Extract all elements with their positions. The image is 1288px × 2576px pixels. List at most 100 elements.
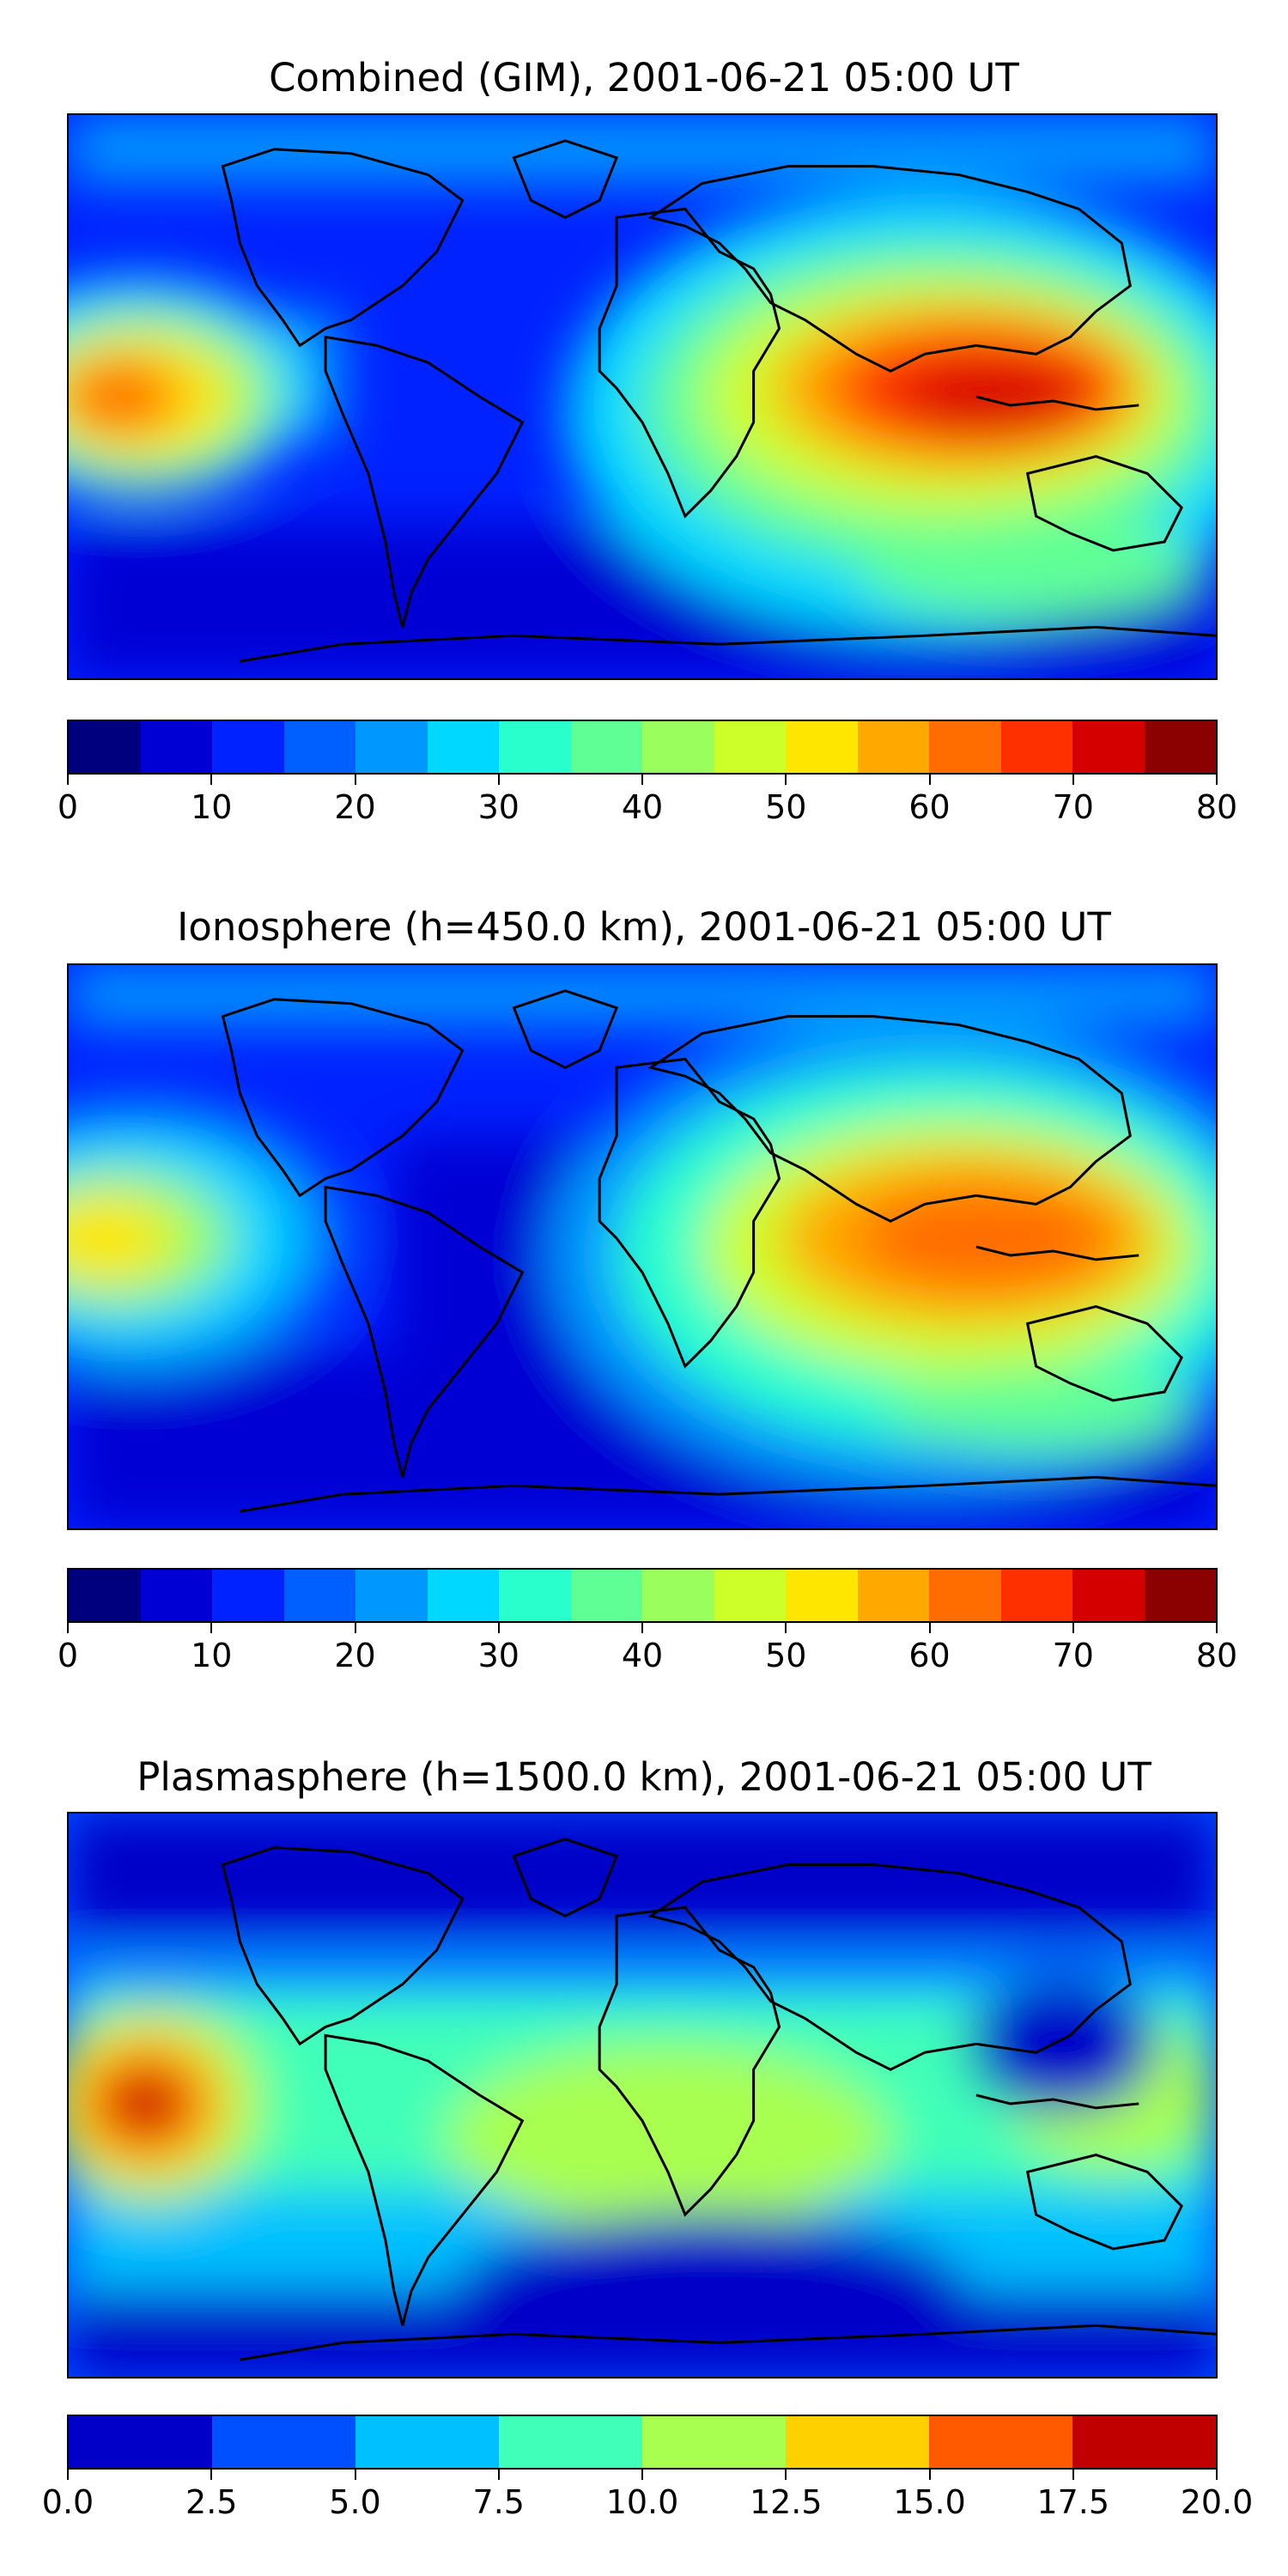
colorbar-segment — [642, 1570, 714, 1621]
colorbar-tick-label: 70 — [1052, 1637, 1094, 1674]
colorbar-tick-label: 12.5 — [749, 2483, 823, 2521]
colorbar-tick-label: 7.5 — [472, 2483, 525, 2521]
colorbar-segment — [69, 721, 141, 773]
colorbar-tick-label: 0 — [57, 788, 79, 826]
colorbar-tick-label: 50 — [765, 788, 807, 826]
colorbar-tick — [785, 2470, 787, 2480]
colorbar-segment — [570, 1570, 642, 1621]
colorbar-tick-label: 70 — [1052, 788, 1094, 826]
colorbar-segment — [355, 1570, 428, 1621]
colorbar-tick — [785, 775, 787, 785]
colorbar-segment — [212, 721, 284, 773]
colorbar-tick — [1072, 2470, 1074, 2480]
colorbar-tick-label: 40 — [621, 788, 664, 826]
colorbar-tick-label: 60 — [908, 1637, 951, 1674]
colorbar-segment — [786, 1570, 858, 1621]
colorbar-tick-label: 60 — [908, 788, 951, 826]
colorbar-tick — [497, 2470, 500, 2480]
colorbar-ionosphere — [67, 1568, 1218, 1623]
colorbar-segment — [69, 2416, 212, 2468]
colorbar-segment — [427, 721, 499, 773]
colorbar-segment — [140, 721, 212, 773]
colorbar-tick — [928, 1623, 931, 1633]
colorbar-tick — [928, 775, 931, 785]
colorbar-segment — [714, 721, 786, 773]
colorbar-segment — [786, 2416, 929, 2468]
colorbar-tick-label: 40 — [621, 1637, 664, 1674]
colorbar-tick-label: 10 — [191, 788, 233, 826]
colorbar-plasmasphere — [67, 2415, 1218, 2470]
colorbar-tick — [1216, 2470, 1218, 2480]
colorbar-tick-label: 30 — [477, 1637, 519, 1674]
colorbar-tick-label: 17.5 — [1036, 2483, 1110, 2521]
colorbar-segment — [857, 1570, 929, 1621]
coastlines — [221, 139, 1216, 663]
colorbar-tick — [354, 1623, 356, 1633]
colorbar-tick-label: 30 — [477, 788, 519, 826]
colorbar-segment — [355, 721, 428, 773]
colorbar-segment — [212, 2416, 355, 2468]
colorbar-segment — [283, 721, 355, 773]
colorbar-tick — [641, 775, 643, 785]
colorbar-tick — [1216, 775, 1218, 785]
colorbar-segment — [499, 2416, 642, 2468]
colorbar-tick-label: 20.0 — [1180, 2483, 1254, 2521]
colorbar-segment — [714, 1570, 786, 1621]
colorbar-segment — [570, 721, 642, 773]
colorbar-segment — [929, 721, 1001, 773]
colorbar-tick-label: 20 — [334, 1637, 376, 1674]
colorbar-tick — [210, 1623, 213, 1633]
map-ionosphere — [67, 963, 1218, 1530]
colorbar-segment — [857, 721, 929, 773]
colorbar-tick-label: 15.0 — [893, 2483, 966, 2521]
colorbar-segment — [69, 1570, 141, 1621]
colorbar-tick — [210, 775, 213, 785]
colorbar-tick — [497, 775, 500, 785]
colorbar-combined — [67, 720, 1218, 775]
colorbar-tick-label: 0 — [57, 1637, 79, 1674]
colorbar-tick-label: 80 — [1195, 788, 1238, 826]
colorbar-tick — [641, 2470, 643, 2480]
colorbar-tick — [210, 2470, 213, 2480]
colorbar-tick-label: 2.5 — [185, 2483, 238, 2521]
colorbar-segment — [1072, 2416, 1216, 2468]
colorbar-segment — [1000, 1570, 1072, 1621]
colorbar-tick — [785, 1623, 787, 1633]
colorbar-segment — [1072, 721, 1145, 773]
coastlines — [221, 1838, 1216, 2361]
colorbar-segment — [212, 1570, 284, 1621]
panel-title-ionosphere: Ionosphere (h=450.0 km), 2001-06-21 05:0… — [177, 904, 1111, 950]
panel-title-plasmasphere: Plasmasphere (h=1500.0 km), 2001-06-21 0… — [137, 1754, 1151, 1800]
colorbar-segment — [642, 2416, 786, 2468]
colorbar-segment — [427, 1570, 499, 1621]
colorbar-segment — [786, 721, 858, 773]
map-plasmasphere — [67, 1812, 1218, 2379]
colorbar-tick-label: 80 — [1195, 1637, 1238, 1674]
colorbar-tick — [1072, 775, 1074, 785]
colorbar-tick — [67, 775, 69, 785]
colorbar-tick — [928, 2470, 931, 2480]
panel-title-combined: Combined (GIM), 2001-06-21 05:00 UT — [269, 55, 1019, 100]
colorbar-tick-label: 10.0 — [605, 2483, 679, 2521]
colorbar-tick-label: 10 — [191, 1637, 233, 1674]
colorbar-segment — [355, 2416, 499, 2468]
colorbar-tick-label: 50 — [765, 1637, 807, 1674]
colorbar-segment — [499, 1570, 571, 1621]
colorbar-tick-label: 5.0 — [329, 2483, 381, 2521]
map-combined-gim — [67, 113, 1218, 680]
colorbar-tick — [641, 1623, 643, 1633]
colorbar-tick — [67, 1623, 69, 1633]
colorbar-segment — [1072, 1570, 1145, 1621]
colorbar-tick — [1216, 1623, 1218, 1633]
coastlines — [221, 989, 1216, 1513]
colorbar-segment — [929, 2416, 1072, 2468]
colorbar-segment — [140, 1570, 212, 1621]
colorbar-tick — [1072, 1623, 1074, 1633]
colorbar-segment — [1000, 721, 1072, 773]
colorbar-segment — [929, 1570, 1001, 1621]
colorbar-tick — [67, 2470, 69, 2480]
colorbar-segment — [499, 721, 571, 773]
colorbar-tick — [354, 775, 356, 785]
colorbar-segment — [1144, 1570, 1216, 1621]
colorbar-tick — [354, 2470, 356, 2480]
